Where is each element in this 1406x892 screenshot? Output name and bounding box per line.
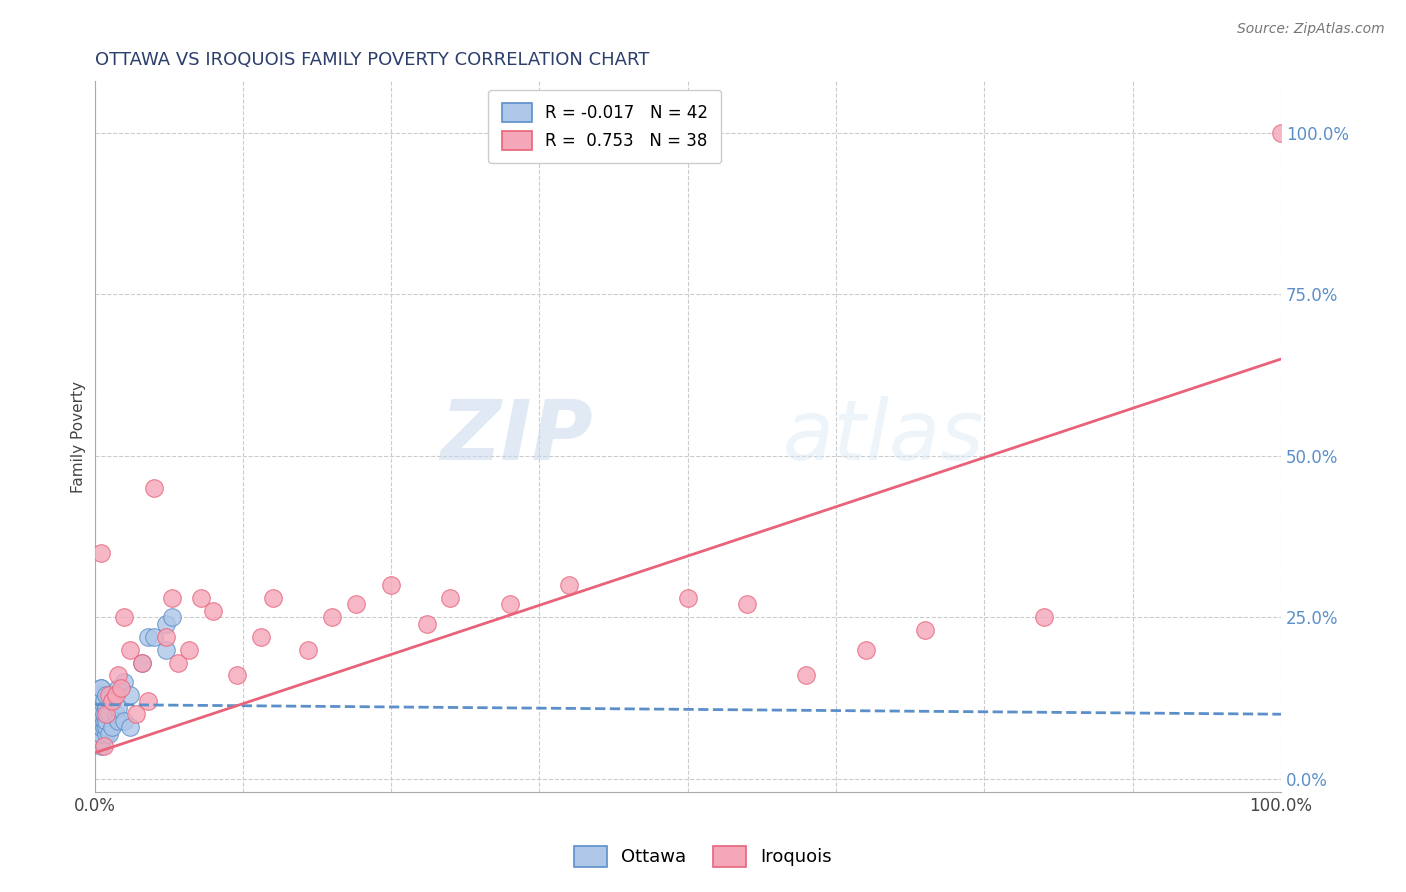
Point	[89, 726, 111, 740]
Point	[226, 668, 249, 682]
Point	[89, 681, 111, 696]
Point	[101, 694, 124, 708]
Point	[104, 688, 127, 702]
Point	[190, 591, 212, 605]
Point	[155, 616, 177, 631]
Point	[107, 668, 129, 682]
Text: OTTAWA VS IROQUOIS FAMILY POVERTY CORRELATION CHART: OTTAWA VS IROQUOIS FAMILY POVERTY CORREL…	[94, 51, 650, 69]
Point	[89, 688, 111, 702]
Text: atlas: atlas	[783, 396, 984, 477]
Point	[120, 642, 142, 657]
Point	[1032, 610, 1054, 624]
Point	[166, 656, 188, 670]
Point	[107, 681, 129, 696]
Point	[96, 720, 118, 734]
Point	[89, 707, 111, 722]
Point	[89, 546, 111, 560]
Point	[97, 726, 120, 740]
Point	[89, 720, 111, 734]
Point	[96, 726, 118, 740]
Point	[142, 630, 165, 644]
Point	[97, 688, 120, 702]
Point	[855, 642, 877, 657]
Text: ZIP: ZIP	[440, 396, 593, 477]
Point	[96, 714, 118, 728]
Point	[155, 642, 177, 657]
Point	[125, 707, 148, 722]
Legend: Ottawa, Iroquois: Ottawa, Iroquois	[567, 838, 839, 874]
Point	[89, 688, 111, 702]
Point	[558, 578, 581, 592]
Point	[735, 598, 758, 612]
Point	[93, 720, 115, 734]
Legend: R = -0.017   N = 42, R =  0.753   N = 38: R = -0.017 N = 42, R = 0.753 N = 38	[488, 90, 721, 163]
Point	[110, 681, 132, 696]
Point	[89, 720, 111, 734]
Text: Source: ZipAtlas.com: Source: ZipAtlas.com	[1237, 22, 1385, 37]
Point	[120, 720, 142, 734]
Point	[89, 739, 111, 754]
Point	[96, 700, 118, 714]
Y-axis label: Family Poverty: Family Poverty	[72, 381, 86, 492]
Point	[96, 707, 118, 722]
Point	[1270, 126, 1292, 140]
Point	[160, 591, 183, 605]
Point	[97, 707, 120, 722]
Point	[676, 591, 699, 605]
Point	[104, 707, 127, 722]
Point	[914, 624, 936, 638]
Point	[439, 591, 461, 605]
Point	[131, 656, 153, 670]
Point	[344, 598, 367, 612]
Point	[107, 700, 129, 714]
Point	[112, 714, 135, 728]
Point	[101, 694, 124, 708]
Point	[89, 694, 111, 708]
Point	[416, 616, 439, 631]
Point	[796, 668, 818, 682]
Point	[249, 630, 271, 644]
Point	[93, 714, 115, 728]
Point	[89, 700, 111, 714]
Point	[179, 642, 201, 657]
Point	[107, 714, 129, 728]
Point	[380, 578, 402, 592]
Point	[112, 674, 135, 689]
Point	[112, 610, 135, 624]
Point	[155, 630, 177, 644]
Point	[160, 610, 183, 624]
Point	[89, 694, 111, 708]
Point	[142, 481, 165, 495]
Point	[499, 598, 522, 612]
Point	[89, 733, 111, 747]
Point	[89, 714, 111, 728]
Point	[131, 656, 153, 670]
Point	[101, 720, 124, 734]
Point	[93, 739, 115, 754]
Point	[136, 694, 159, 708]
Point	[262, 591, 284, 605]
Point	[120, 688, 142, 702]
Point	[136, 630, 159, 644]
Point	[89, 707, 111, 722]
Point	[321, 610, 343, 624]
Point	[202, 604, 225, 618]
Point	[89, 681, 111, 696]
Point	[297, 642, 319, 657]
Point	[93, 707, 115, 722]
Point	[96, 688, 118, 702]
Point	[93, 694, 115, 708]
